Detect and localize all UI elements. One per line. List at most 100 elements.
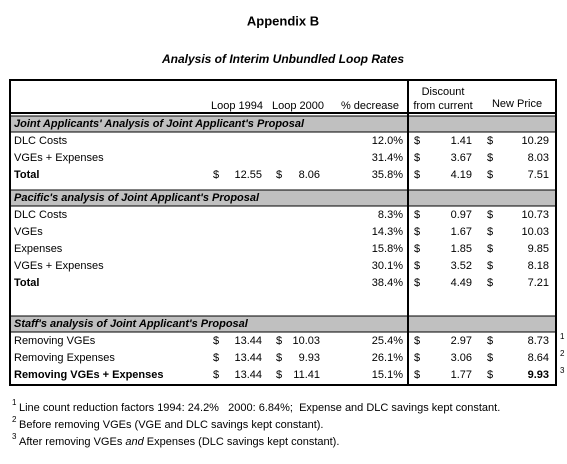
cell-value: 3.06	[451, 352, 472, 364]
currency-sign: $	[213, 335, 219, 347]
currency-sign: $	[487, 243, 493, 255]
cell-value: 35.8%	[372, 169, 403, 181]
section-band	[11, 190, 555, 206]
cell-value: 38.4%	[372, 277, 403, 289]
column-header: % decrease	[341, 100, 399, 112]
cell-value: 1.77	[451, 369, 472, 381]
cell-value: 9.93	[299, 352, 320, 364]
currency-sign: $	[487, 277, 493, 289]
footnote-text: Before removing VGEs (VGE and DLC saving…	[19, 419, 323, 431]
column-header: Discount	[422, 86, 465, 98]
footnote-text: and	[125, 436, 144, 448]
cell-value: 14.3%	[372, 226, 403, 238]
currency-sign: $	[213, 369, 219, 381]
currency-sign: $	[487, 152, 493, 164]
cell-value: 10.29	[521, 135, 549, 147]
cell-value: 13.44	[234, 335, 262, 347]
cell-value: 10.73	[521, 209, 549, 221]
row-label: Expenses	[14, 243, 63, 255]
table-border	[9, 79, 557, 386]
row-label: DLC Costs	[14, 209, 68, 221]
title: Appendix B	[247, 13, 319, 28]
footnote: After removing VGEs and Expenses (DLC sa…	[19, 436, 339, 448]
row-label: DLC Costs	[14, 135, 68, 147]
currency-sign: $	[487, 260, 493, 272]
cell-value: 3.67	[451, 152, 472, 164]
cell-value: 8.18	[528, 260, 549, 272]
column-header: from current	[413, 100, 472, 112]
footnote-text: After removing VGEs	[19, 436, 125, 448]
currency-sign: $	[414, 243, 420, 255]
currency-sign: $	[414, 335, 420, 347]
currency-sign: $	[414, 152, 420, 164]
cell-value: 10.03	[521, 226, 549, 238]
cell-value: 30.1%	[372, 260, 403, 272]
cell-value: 15.8%	[372, 243, 403, 255]
footnote-text: Line count reduction factors 1994: 24.2%…	[19, 402, 500, 414]
currency-sign: $	[487, 135, 493, 147]
section-band	[11, 116, 555, 132]
row-label: VGEs	[14, 226, 43, 238]
cell-value: 9.93	[528, 369, 549, 381]
cell-value: 15.1%	[372, 369, 403, 381]
currency-sign: $	[414, 209, 420, 221]
note-marker: 1	[560, 332, 565, 341]
currency-sign: $	[414, 369, 420, 381]
currency-sign: $	[213, 352, 219, 364]
section-title: Joint Applicants' Analysis of Joint Appl…	[14, 118, 305, 130]
subtitle: Analysis of Interim Unbundled Loop Rates	[161, 52, 404, 66]
currency-sign: $	[487, 352, 493, 364]
note-marker: 2	[560, 349, 565, 358]
cell-value: 8.73	[528, 335, 549, 347]
cell-value: 0.97	[451, 209, 472, 221]
footnote-marker: 3	[12, 432, 17, 441]
cell-value: 26.1%	[372, 352, 403, 364]
cell-value: 25.4%	[372, 335, 403, 347]
cell-value: 1.41	[451, 135, 472, 147]
footnote: Line count reduction factors 1994: 24.2%…	[19, 402, 500, 414]
cell-value: 12.0%	[372, 135, 403, 147]
cell-value: 13.44	[234, 352, 262, 364]
row-label: VGEs + Expenses	[14, 260, 104, 272]
cell-value: 3.52	[451, 260, 472, 272]
currency-sign: $	[414, 277, 420, 289]
currency-sign: $	[276, 169, 282, 181]
column-header: Loop 2000	[272, 100, 324, 112]
note-marker: 3	[560, 366, 565, 375]
cell-value: 8.03	[528, 152, 549, 164]
currency-sign: $	[487, 369, 493, 381]
currency-sign: $	[276, 352, 282, 364]
column-header: Loop 1994	[211, 100, 263, 112]
cell-value: 9.85	[528, 243, 549, 255]
currency-sign: $	[487, 226, 493, 238]
cell-value: 1.67	[451, 226, 472, 238]
cell-value: 4.19	[451, 169, 472, 181]
row-label: Total	[14, 169, 39, 181]
cell-value: 12.55	[234, 169, 262, 181]
currency-sign: $	[213, 169, 219, 181]
column-header: New Price	[492, 98, 542, 110]
currency-sign: $	[414, 226, 420, 238]
cell-value: 8.64	[528, 352, 549, 364]
cell-value: 13.44	[234, 369, 262, 381]
section-title: Pacific's analysis of Joint Applicant's …	[14, 192, 260, 204]
section-title: Staff's analysis of Joint Applicant's Pr…	[14, 318, 249, 330]
currency-sign: $	[276, 369, 282, 381]
row-label: Removing VGEs	[14, 335, 96, 347]
footnote-text: Expenses (DLC savings kept constant).	[144, 436, 340, 448]
row-label: VGEs + Expenses	[14, 152, 104, 164]
currency-sign: $	[414, 260, 420, 272]
footnote-marker: 2	[12, 415, 17, 424]
cell-value: 11.41	[293, 369, 320, 381]
row-label: Removing Expenses	[14, 352, 115, 364]
cell-value: 1.85	[451, 243, 472, 255]
currency-sign: $	[487, 169, 493, 181]
row-label: Removing VGEs + Expenses	[14, 369, 163, 381]
cell-value: 8.06	[299, 169, 320, 181]
currency-sign: $	[276, 335, 282, 347]
currency-sign: $	[487, 209, 493, 221]
footnote-marker: 1	[12, 398, 17, 407]
row-label: Total	[14, 277, 39, 289]
currency-sign: $	[414, 135, 420, 147]
